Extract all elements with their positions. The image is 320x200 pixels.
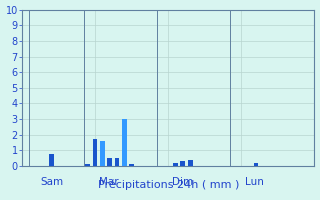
- Text: Sam: Sam: [40, 177, 63, 187]
- X-axis label: Précipitations 24h ( mm ): Précipitations 24h ( mm ): [98, 180, 239, 190]
- Text: Mar: Mar: [99, 177, 118, 187]
- Bar: [107, 158, 112, 166]
- Bar: [188, 160, 193, 166]
- Bar: [173, 163, 178, 166]
- Bar: [180, 161, 185, 166]
- Bar: [49, 154, 53, 166]
- Bar: [129, 164, 134, 166]
- Bar: [115, 158, 119, 166]
- Text: Dim: Dim: [172, 177, 193, 187]
- Bar: [122, 119, 127, 166]
- Bar: [85, 164, 90, 166]
- Bar: [253, 163, 258, 166]
- Bar: [93, 139, 98, 166]
- Bar: [100, 141, 105, 166]
- Text: Lun: Lun: [245, 177, 264, 187]
